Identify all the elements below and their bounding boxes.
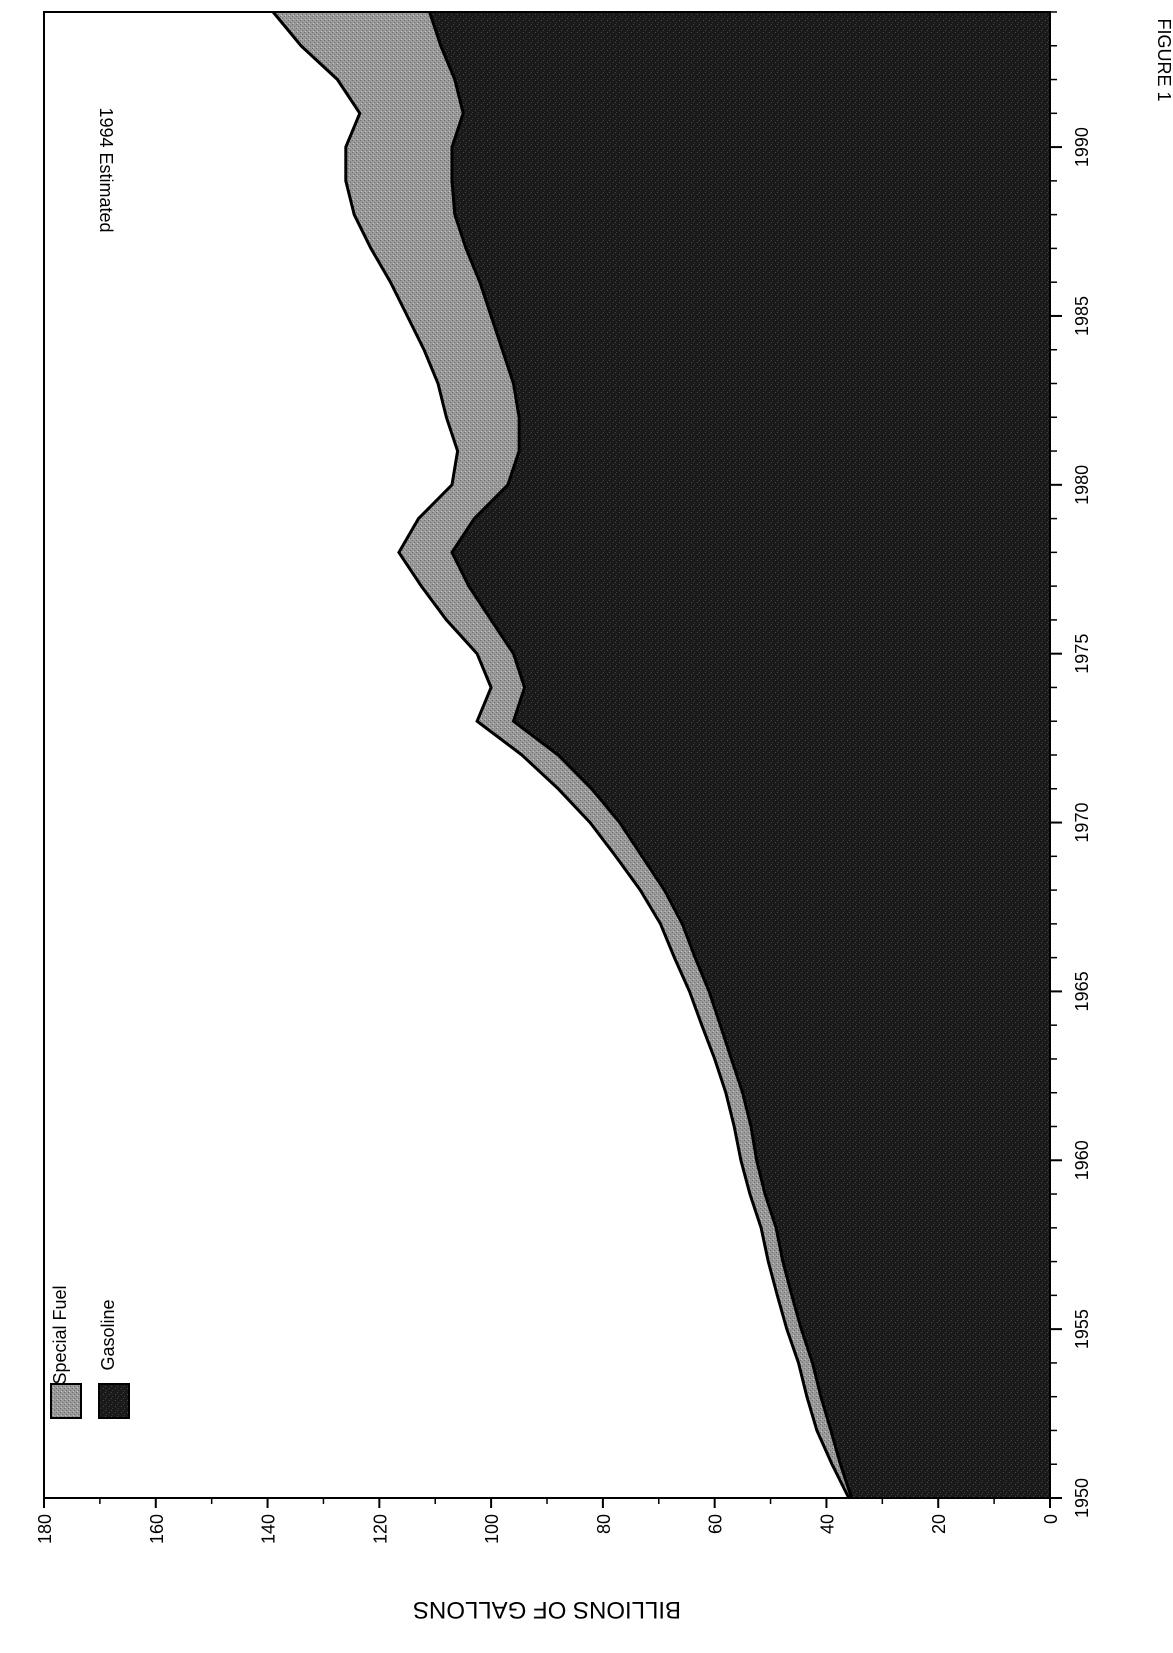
legend-item-gasoline: Gasoline bbox=[98, 1299, 130, 1419]
year-tick-label: 1960 bbox=[1072, 1140, 1092, 1180]
year-tick-label: 1950 bbox=[1072, 1478, 1092, 1518]
series-line-gasoline bbox=[428, 11, 854, 1499]
value-tick-label: 140 bbox=[259, 1514, 279, 1544]
legend-label: Gasoline bbox=[98, 1299, 118, 1370]
value-tick-label: 120 bbox=[370, 1514, 390, 1544]
value-tick-label: 80 bbox=[594, 1514, 614, 1534]
value-tick-label: 180 bbox=[35, 1514, 55, 1544]
estimate-annotation: 1994 Estimated bbox=[96, 107, 116, 232]
value-tick-label: 40 bbox=[817, 1514, 837, 1534]
value-tick-label: 160 bbox=[147, 1514, 167, 1544]
year-tick-label: 1970 bbox=[1072, 803, 1092, 843]
series-layer bbox=[271, 11, 1051, 1499]
tick-layer: 0 20 40 60 80 100 120 140 160 180 1950 1955 1960 1965… bbox=[35, 11, 1092, 1544]
year-tick-label: 1985 bbox=[1072, 296, 1092, 336]
label-layer: BILLIONS OF GALLONS FIGURE 1 1994 Estimate… bbox=[50, 18, 1173, 1623]
series-line-total bbox=[271, 11, 851, 1499]
year-tick-label: 1955 bbox=[1072, 1309, 1092, 1349]
figure-label: FIGURE 1 bbox=[1154, 18, 1173, 101]
year-tick-label: 1965 bbox=[1072, 971, 1092, 1011]
value-tick-label: 60 bbox=[706, 1514, 726, 1534]
legend-item-special-fuel: Special Fuel bbox=[50, 1285, 82, 1419]
value-tick-label: 0 bbox=[1041, 1514, 1061, 1524]
year-tick-label: 1975 bbox=[1072, 634, 1092, 674]
value-tick-label: 20 bbox=[929, 1514, 949, 1534]
year-tick-label: 1990 bbox=[1072, 127, 1092, 167]
value-tick-label: 100 bbox=[482, 1514, 502, 1544]
value-axis-title: BILLIONS OF GALLONS bbox=[413, 1596, 681, 1623]
legend-label: Special Fuel bbox=[50, 1285, 70, 1384]
legend-swatch bbox=[50, 1383, 82, 1419]
series-area-gasoline bbox=[429, 12, 1051, 1498]
legend: Special Fuel Gasoline bbox=[50, 1285, 130, 1419]
legend-swatch bbox=[98, 1383, 130, 1419]
year-tick-label: 1980 bbox=[1072, 465, 1092, 505]
